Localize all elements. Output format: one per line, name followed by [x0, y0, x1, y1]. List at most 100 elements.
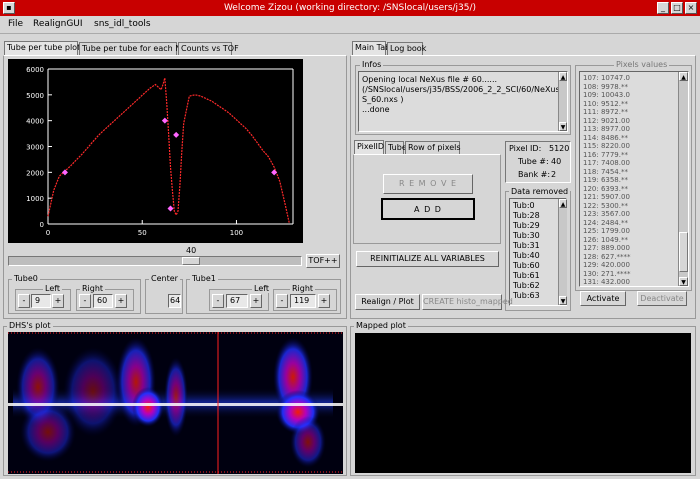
- pixel-value-item[interactable]: 130: 271.****: [583, 269, 631, 278]
- tube0-right-minus-button[interactable]: -: [79, 294, 91, 308]
- tab-row-of-pixels[interactable]: Row of pixels: [405, 141, 461, 155]
- pixel-value-item[interactable]: 119: 6358.**: [583, 176, 628, 184]
- activate-button[interactable]: Activate: [580, 291, 626, 306]
- removed-item[interactable]: Tub:61: [513, 271, 540, 280]
- dhs-plot-heatmap[interactable]: [8, 332, 343, 474]
- pixel-value-item[interactable]: 128: 627.****: [583, 252, 631, 261]
- scroll-down-icon[interactable]: ▼: [559, 296, 567, 305]
- scroll-up-icon[interactable]: ▲: [559, 72, 567, 81]
- removed-item[interactable]: Tub:31: [513, 241, 540, 250]
- removed-item[interactable]: Tub:60: [513, 261, 540, 270]
- scroll-up-icon[interactable]: ▲: [679, 72, 688, 81]
- pixel-value-item[interactable]: 123: 3567.00: [583, 210, 630, 218]
- tof-plus-button[interactable]: TOF++: [306, 254, 340, 268]
- reinitialize-button[interactable]: REINITIALIZE ALL VARIABLES: [356, 251, 499, 267]
- tube1-left-plus-button[interactable]: +: [250, 294, 262, 308]
- tube1-right-input[interactable]: 119: [290, 294, 316, 308]
- x-tick-label: 50: [138, 229, 147, 237]
- pixel-value-item[interactable]: 117: 7408.00: [583, 159, 630, 167]
- tube1-right-minus-button[interactable]: -: [276, 294, 288, 308]
- pixel-value-item[interactable]: 129: 420.000: [583, 261, 630, 269]
- pixel-value-item[interactable]: 110: 9512.**: [583, 99, 628, 108]
- maximize-icon[interactable]: □: [671, 2, 683, 14]
- pixel-value-item[interactable]: 118: 7454.**: [583, 167, 628, 176]
- y-tick-label: 5000: [26, 92, 44, 100]
- pixel-value-item[interactable]: 111: 8972.**: [583, 108, 628, 116]
- pixel-value-item[interactable]: 126: 1049.**: [583, 235, 628, 244]
- scroll-down-icon[interactable]: ▼: [679, 277, 688, 286]
- tube0-right-input[interactable]: 60: [93, 294, 113, 308]
- mapped-plot-area[interactable]: [355, 333, 691, 473]
- data-removed-scrollbar[interactable]: ▲ ▼: [558, 199, 567, 305]
- y-tick-label: 1000: [26, 195, 44, 203]
- pixel-value-item[interactable]: 124: 2484.**: [583, 218, 628, 227]
- mapped-plot-group: [350, 326, 696, 476]
- tube1-right-plus-button[interactable]: +: [318, 294, 330, 308]
- pixels-values-scrollbar[interactable]: ▲ ▼: [678, 72, 688, 286]
- tab-main[interactable]: Main Tab: [352, 41, 390, 56]
- menu-sns-idl-tools[interactable]: sns_idl_tools: [94, 19, 151, 29]
- tube0-left-plus-button[interactable]: +: [52, 294, 64, 308]
- infos-label: Infos: [360, 60, 384, 69]
- pixel-value-item[interactable]: 120: 6393.**: [583, 184, 628, 193]
- tab-pixelid[interactable]: PixelID: [354, 140, 384, 155]
- pixel-value-item[interactable]: 112: 9021.00: [583, 116, 630, 125]
- tube0-right-plus-button[interactable]: +: [115, 294, 127, 308]
- scroll-thumb[interactable]: [679, 232, 688, 272]
- tube1-left-minus-button[interactable]: -: [212, 294, 224, 308]
- infos-scrollbar[interactable]: ▲ ▼: [558, 72, 567, 131]
- infos-group: [355, 65, 571, 135]
- slider-value: 40: [186, 246, 197, 255]
- tab-tube-per-tube-plot[interactable]: Tube per tube plot: [4, 41, 80, 56]
- pixel-value-item[interactable]: 116: 7779.**: [583, 150, 628, 159]
- minimize-icon[interactable]: _: [657, 2, 669, 14]
- deactivate-button[interactable]: Deactivate: [637, 291, 687, 306]
- pixel-value-item[interactable]: 114: 8486.**: [583, 133, 628, 142]
- dhs-heatmap-svg: [8, 332, 343, 474]
- tab-log-book[interactable]: Log book: [387, 42, 426, 56]
- tube1-left-input[interactable]: 67: [226, 294, 248, 308]
- add-button[interactable]: A D D: [381, 198, 475, 220]
- removed-item[interactable]: Tub:0: [513, 201, 535, 210]
- create-histo-mapped-button[interactable]: CREATE histo_mapped: [422, 294, 513, 310]
- tof-slider[interactable]: [8, 256, 302, 266]
- pixel-value-item[interactable]: 121: 5907.00: [583, 193, 630, 201]
- pixels-values-label: Pixels values: [614, 60, 670, 69]
- infos-line: (/SNSlocal/users/j35/BSS/2006_2_2_SCI/60…: [362, 85, 568, 94]
- tof-slider-handle[interactable]: [182, 257, 200, 265]
- tab-counts-vs-tof[interactable]: Counts vs TOF: [178, 42, 239, 56]
- y-tick-label: 4000: [26, 118, 44, 126]
- tube-plot[interactable]: 0 1000 2000 3000 4000 5000 6000 0 50 100: [8, 59, 303, 243]
- removed-item[interactable]: Tub:29: [513, 221, 540, 230]
- removed-item[interactable]: Tub:63: [513, 291, 540, 300]
- removed-item[interactable]: Tub:62: [513, 281, 540, 290]
- tab-tube[interactable]: Tube: [385, 141, 407, 155]
- close-icon[interactable]: ×: [685, 2, 697, 14]
- window-menu-icon[interactable]: ▪: [3, 2, 15, 14]
- menu-file[interactable]: File: [8, 19, 24, 29]
- pixel-value-item[interactable]: 125: 1799.00: [583, 227, 630, 235]
- pixel-value-item[interactable]: 127: 889.000: [583, 244, 630, 252]
- pixel-value-item[interactable]: 109: 10043.0: [583, 91, 630, 99]
- scroll-up-icon[interactable]: ▲: [559, 199, 567, 208]
- pixel-info-box: [505, 141, 571, 183]
- realign-plot-button[interactable]: Realign / Plot: [355, 294, 420, 310]
- removed-item[interactable]: Tub:40: [513, 251, 540, 260]
- tube0-left-minus-button[interactable]: -: [18, 294, 30, 308]
- scroll-down-icon[interactable]: ▼: [559, 122, 567, 131]
- pixels-values-list[interactable]: 107: 10747.0 108: 9978.** 109: 10043.0 110:…: [579, 71, 689, 287]
- pixel-value-item[interactable]: 115: 8220.00: [583, 142, 630, 150]
- data-removed-list[interactable]: Tub:0 Tub:28 Tub:29 Tub:30 Tub:31 Tub:40 Tub:6…: [509, 198, 567, 306]
- pixel-value-item[interactable]: 107: 10747.0: [583, 74, 630, 82]
- pixel-value-item[interactable]: 113: 8977.00: [583, 125, 630, 133]
- pixel-value-item[interactable]: 108: 9978.**: [583, 82, 628, 91]
- removed-item[interactable]: Tub:28: [513, 211, 540, 220]
- removed-item[interactable]: Tub:30: [513, 231, 540, 240]
- tube0-left-input[interactable]: 9: [31, 294, 51, 308]
- tab-tube-per-tube-each-nt[interactable]: Tube per tube for each Nt: [79, 42, 184, 56]
- pixel-value-item[interactable]: 122: 5300.**: [583, 201, 628, 210]
- menu-realigngui[interactable]: RealignGUI: [33, 19, 83, 29]
- pixel-value-item[interactable]: 131: 432.000: [583, 278, 630, 286]
- center-input[interactable]: 64: [168, 294, 181, 308]
- remove-button[interactable]: R E M O V E: [383, 174, 473, 194]
